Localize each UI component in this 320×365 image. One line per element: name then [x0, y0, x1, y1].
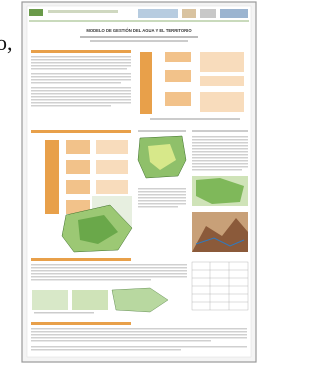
- header-banner: [138, 9, 178, 18]
- map: [72, 290, 108, 310]
- logo: [182, 9, 196, 18]
- logo: [29, 9, 43, 16]
- logo: [200, 9, 216, 18]
- screenshot: o, MODELO DE GESTIÓN DEL AGUA Y EL TERRI…: [0, 0, 260, 365]
- map: [32, 290, 68, 310]
- poster-title: MODELO DE GESTIÓN DEL AGUA Y EL TERRITOR…: [86, 28, 192, 33]
- text-fragment: o,: [0, 30, 13, 55]
- header-text: [48, 10, 118, 13]
- logo: [220, 9, 248, 18]
- diagram-bar: [140, 52, 152, 114]
